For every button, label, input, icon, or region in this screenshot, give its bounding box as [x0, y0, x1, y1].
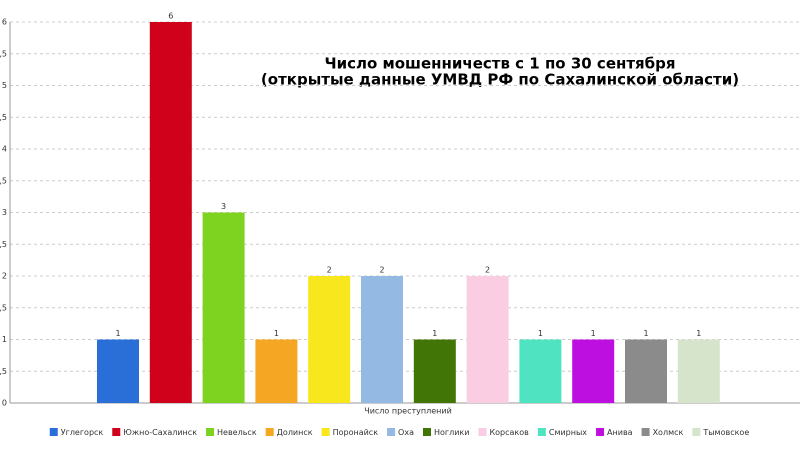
- y-tick-label: 1: [2, 335, 7, 344]
- y-tick-label: 2: [2, 272, 7, 281]
- legend-swatch: [422, 428, 431, 436]
- y-tick-label: 2,5: [0, 240, 7, 249]
- bar: [519, 339, 562, 403]
- chart-title: Число мошенничеств с 1 по 30 сентября: [324, 55, 675, 73]
- legend-label: Невельск: [217, 428, 257, 437]
- legend-label: Тымовское: [702, 428, 749, 437]
- data-label: 6: [168, 12, 173, 21]
- y-tick-label: 1,5: [0, 303, 7, 312]
- y-tick-label: 3: [2, 208, 7, 217]
- legend-swatch: [112, 428, 121, 436]
- legend-swatch: [387, 428, 396, 436]
- data-label: 1: [643, 329, 648, 338]
- data-label: 2: [379, 266, 384, 275]
- legend-label: Анива: [607, 428, 633, 437]
- data-label: 1: [432, 329, 437, 338]
- chart-title: (открытые данные УМВД РФ по Сахалинской …: [261, 71, 739, 89]
- bar: [308, 276, 351, 403]
- legend-swatch: [537, 428, 546, 436]
- legend-label: Углегорск: [61, 428, 104, 437]
- bar: [677, 339, 720, 403]
- data-label: 1: [538, 329, 543, 338]
- legend-label: Оха: [398, 428, 414, 437]
- legend-swatch: [265, 428, 274, 436]
- x-axis-label: Число преступлений: [364, 407, 452, 416]
- legend-label: Ноглики: [434, 428, 469, 437]
- legend-swatch: [321, 428, 330, 436]
- data-label: 1: [274, 329, 279, 338]
- bar: [255, 339, 298, 403]
- bar: [361, 276, 403, 403]
- y-tick-label: 4: [2, 145, 7, 154]
- y-tick-label: 0,5: [0, 367, 7, 376]
- y-tick-label: 0: [2, 399, 7, 408]
- bar: [97, 339, 139, 403]
- bar: [466, 276, 509, 403]
- y-tick-label: 6: [2, 18, 7, 27]
- legend-label: Корсаков: [489, 428, 529, 437]
- legend-swatch: [641, 428, 650, 436]
- legend-swatch: [596, 428, 605, 436]
- bar: [413, 339, 456, 403]
- legend-label: Смирных: [549, 428, 587, 437]
- legend-swatch: [692, 428, 701, 436]
- legend-label: Южно-Сахалинск: [123, 428, 197, 437]
- legend-swatch: [478, 428, 487, 436]
- bar: [149, 22, 192, 403]
- data-label: 1: [696, 329, 701, 338]
- data-label: 2: [485, 266, 490, 275]
- data-label: 1: [591, 329, 596, 338]
- legend-swatch: [206, 428, 215, 436]
- bar: [202, 212, 245, 403]
- y-tick-label: 5: [2, 81, 7, 90]
- legend-label: Холмск: [653, 428, 684, 437]
- data-label: 1: [115, 329, 120, 338]
- y-tick-label: 3,5: [0, 176, 7, 185]
- legend-label: Долинск: [277, 428, 313, 437]
- y-tick-label: 4,5: [0, 113, 7, 122]
- legend-swatch: [49, 428, 58, 436]
- data-label: 2: [327, 266, 332, 275]
- legend-label: Поронайск: [333, 428, 379, 437]
- bar: [572, 339, 615, 403]
- y-tick-label: 5,5: [0, 49, 7, 58]
- data-label: 3: [221, 202, 226, 211]
- bar: [625, 339, 667, 403]
